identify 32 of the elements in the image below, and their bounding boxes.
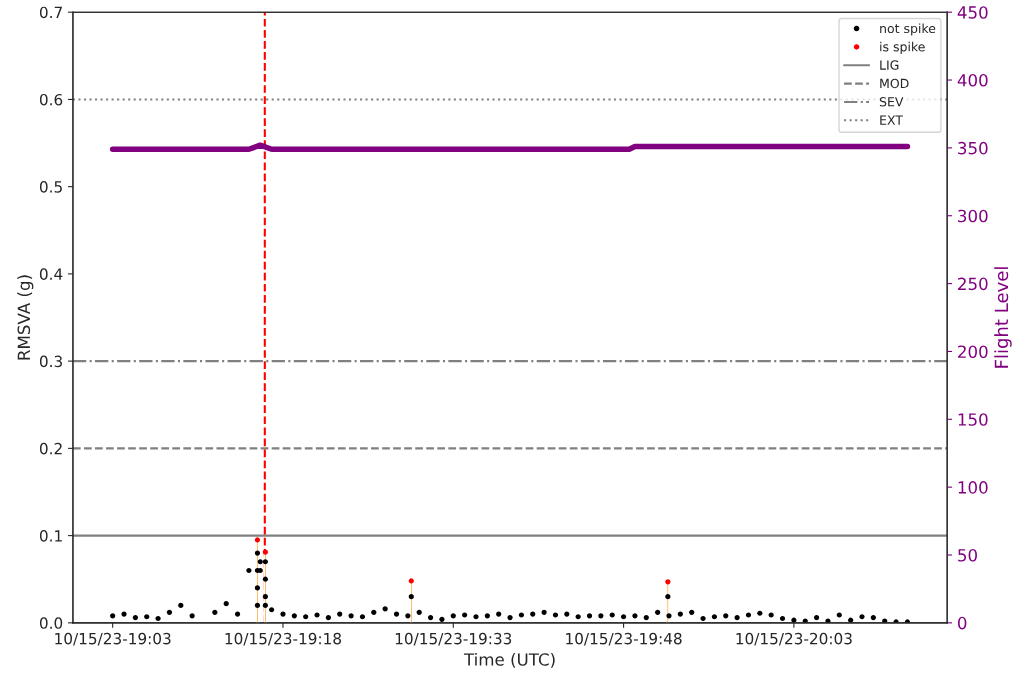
y2-tick-label: 250 <box>958 277 988 291</box>
y2-tick-label: 300 <box>958 209 988 223</box>
y2-tick-label: 350 <box>958 141 988 155</box>
y-tick-label: 0.1 <box>39 530 62 542</box>
y2-tick-label: 200 <box>958 345 988 359</box>
y2-tick-label: 100 <box>958 481 988 494</box>
legend-label: is spike <box>880 41 925 54</box>
y-tick-label: 0.0 <box>39 617 63 629</box>
x-tick-label: 10/15/23-19:33 <box>395 632 512 646</box>
y2-tick-label: 150 <box>958 413 988 426</box>
x-tick-label: 10/15/23-19:48 <box>566 632 682 646</box>
legend-label: EXT <box>880 115 903 125</box>
y-tick-label: 0.7 <box>39 6 62 19</box>
x-tick-label: 10/15/23-19:03 <box>55 632 171 646</box>
y-axis-title: RMSVA (g) <box>17 275 34 360</box>
y2-tick-label: 400 <box>957 74 988 87</box>
y2-tick-label: 50 <box>958 548 977 562</box>
y2-tick-label: 0 <box>957 616 967 630</box>
y-tick-label: 0.6 <box>39 93 63 106</box>
y-tick-label: 0.4 <box>39 268 63 280</box>
y-tick-label: 0.3 <box>39 355 62 368</box>
x-tick-label: 10/15/23-20:03 <box>736 632 852 646</box>
legend-label: MOD <box>880 78 909 89</box>
y-tick-label: 0.5 <box>39 181 62 193</box>
x-tick-label: 10/15/23-19:18 <box>225 632 342 646</box>
legend-label: not spike <box>880 23 936 36</box>
legend-label: LIG <box>880 60 899 70</box>
y-tick-label: 0.2 <box>39 442 62 455</box>
x-axis-title: Time (UTC) <box>463 652 555 668</box>
y2-tick-label: 450 <box>957 6 988 19</box>
y2-axis-title: Flight Level <box>994 267 1012 368</box>
legend-label: SEV <box>879 97 904 107</box>
